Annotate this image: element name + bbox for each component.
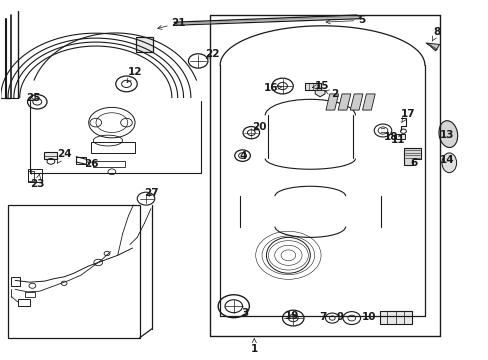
Text: 20: 20 — [251, 122, 266, 132]
Text: 2: 2 — [324, 89, 338, 99]
Polygon shape — [349, 94, 362, 110]
Text: 25: 25 — [26, 93, 41, 103]
Text: 17: 17 — [400, 109, 414, 122]
Text: 21: 21 — [158, 18, 185, 30]
Text: 3: 3 — [241, 309, 247, 318]
Polygon shape — [404, 148, 420, 165]
Bar — [93, 161, 125, 167]
Text: 10: 10 — [361, 312, 375, 322]
Bar — [379, 311, 411, 324]
Text: 14: 14 — [439, 155, 454, 165]
Text: 13: 13 — [439, 130, 454, 140]
Polygon shape — [173, 15, 361, 25]
Text: 15: 15 — [312, 81, 329, 91]
Text: 22: 22 — [205, 49, 220, 59]
Bar — [18, 299, 30, 306]
Bar — [395, 134, 405, 139]
Text: 7: 7 — [318, 312, 325, 322]
Text: 16: 16 — [264, 83, 281, 93]
Bar — [8, 205, 140, 338]
Ellipse shape — [441, 153, 456, 173]
Bar — [305, 83, 321, 90]
Text: 24: 24 — [57, 149, 71, 163]
Text: 9: 9 — [336, 312, 344, 322]
Polygon shape — [325, 94, 338, 110]
Text: 4: 4 — [239, 150, 247, 161]
Bar — [28, 171, 34, 181]
Text: 27: 27 — [144, 188, 159, 198]
Polygon shape — [315, 90, 325, 97]
Text: 23: 23 — [30, 174, 44, 189]
Text: 18: 18 — [383, 132, 397, 142]
Text: 6: 6 — [410, 158, 417, 168]
Text: 26: 26 — [83, 159, 98, 169]
Text: 5: 5 — [325, 15, 365, 26]
Bar — [11, 277, 20, 286]
Text: 8: 8 — [431, 27, 440, 41]
Polygon shape — [337, 94, 350, 110]
Polygon shape — [362, 94, 374, 110]
Text: 11: 11 — [390, 135, 405, 145]
Ellipse shape — [438, 121, 457, 148]
Polygon shape — [425, 43, 439, 51]
Bar — [43, 152, 57, 159]
Bar — [136, 37, 153, 51]
Bar — [76, 157, 86, 164]
Text: 1: 1 — [250, 338, 257, 354]
Bar — [25, 292, 35, 297]
Bar — [91, 141, 135, 153]
Text: 19: 19 — [285, 311, 299, 320]
Text: 12: 12 — [127, 67, 142, 82]
